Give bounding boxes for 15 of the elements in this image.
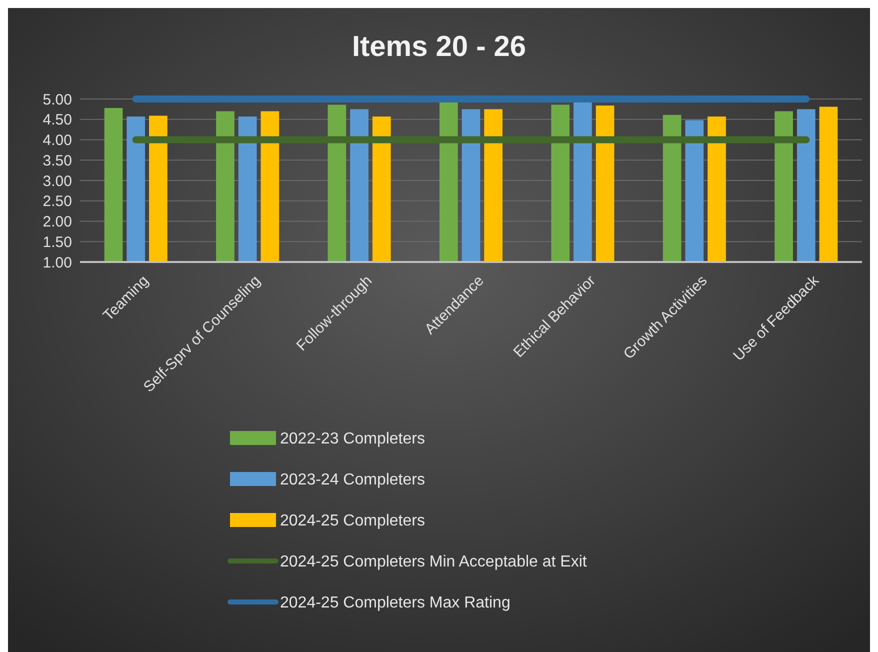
y-tick-label: 4.50 bbox=[42, 112, 72, 129]
y-tick-label: 5.00 bbox=[42, 91, 72, 108]
legend-label: 2024-25 Completers bbox=[280, 512, 425, 530]
legend-label: 2022-23 Completers bbox=[280, 430, 425, 448]
y-tick-label: 2.00 bbox=[42, 214, 72, 230]
y-tick-label: 1.00 bbox=[42, 254, 72, 272]
legend-label: 2023-24 Completers bbox=[280, 472, 425, 489]
chart-title: Items 20 - 26 bbox=[352, 31, 526, 63]
y-tick-label: 4.00 bbox=[42, 132, 72, 149]
legend-label: 2024-25 Completers Max Rating bbox=[280, 594, 510, 612]
y-tick-label: 3.50 bbox=[42, 152, 72, 170]
legend-label: 2024-25 Completers Min Acceptable at Exit bbox=[280, 554, 588, 571]
y-tick-label: 2.50 bbox=[42, 193, 72, 210]
y-tick-label: 3.00 bbox=[42, 172, 72, 190]
y-tick-label: 1.50 bbox=[42, 234, 72, 251]
